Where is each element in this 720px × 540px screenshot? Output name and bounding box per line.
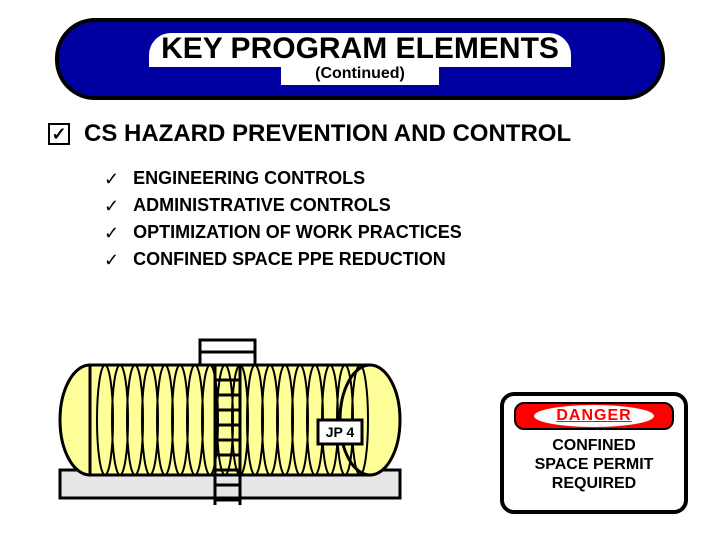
danger-line: REQUIRED xyxy=(535,474,654,493)
title-main: KEY PROGRAM ELEMENTS xyxy=(149,33,571,67)
check-icon: ✓ xyxy=(104,170,119,188)
check-icon: ✓ xyxy=(104,251,119,269)
list-item: ✓ ENGINEERING CONTROLS xyxy=(104,168,678,189)
title-sub: (Continued) xyxy=(281,65,439,85)
list-item: ✓ ADMINISTRATIVE CONTROLS xyxy=(104,195,678,216)
danger-line: CONFINED xyxy=(535,436,654,455)
section-heading-row: ✓ CS HAZARD PREVENTION AND CONTROL xyxy=(48,120,678,148)
title-banner: KEY PROGRAM ELEMENTS (Continued) xyxy=(55,18,665,100)
tank-illustration: JP 4 xyxy=(50,330,420,510)
danger-word: DANGER xyxy=(556,407,631,425)
list-item-label: OPTIMIZATION OF WORK PRACTICES xyxy=(133,222,462,243)
danger-header: DANGER xyxy=(514,402,674,430)
danger-sign: DANGER CONFINED SPACE PERMIT REQUIRED xyxy=(500,392,688,514)
tank-label: JP 4 xyxy=(326,424,355,440)
sub-list: ✓ ENGINEERING CONTROLS ✓ ADMINISTRATIVE … xyxy=(104,168,678,270)
section: ✓ CS HAZARD PREVENTION AND CONTROL ✓ ENG… xyxy=(48,120,678,276)
danger-line: SPACE PERMIT xyxy=(535,455,654,474)
list-item-label: CONFINED SPACE PPE REDUCTION xyxy=(133,249,446,270)
ballot-check-icon: ✓ xyxy=(48,123,70,145)
list-item-label: ENGINEERING CONTROLS xyxy=(133,168,365,189)
danger-body: CONFINED SPACE PERMIT REQUIRED xyxy=(535,436,654,494)
section-heading: CS HAZARD PREVENTION AND CONTROL xyxy=(84,120,571,148)
list-item: ✓ OPTIMIZATION OF WORK PRACTICES xyxy=(104,222,678,243)
check-icon: ✓ xyxy=(104,224,119,242)
list-item-label: ADMINISTRATIVE CONTROLS xyxy=(133,195,391,216)
check-icon: ✓ xyxy=(104,197,119,215)
list-item: ✓ CONFINED SPACE PPE REDUCTION xyxy=(104,249,678,270)
